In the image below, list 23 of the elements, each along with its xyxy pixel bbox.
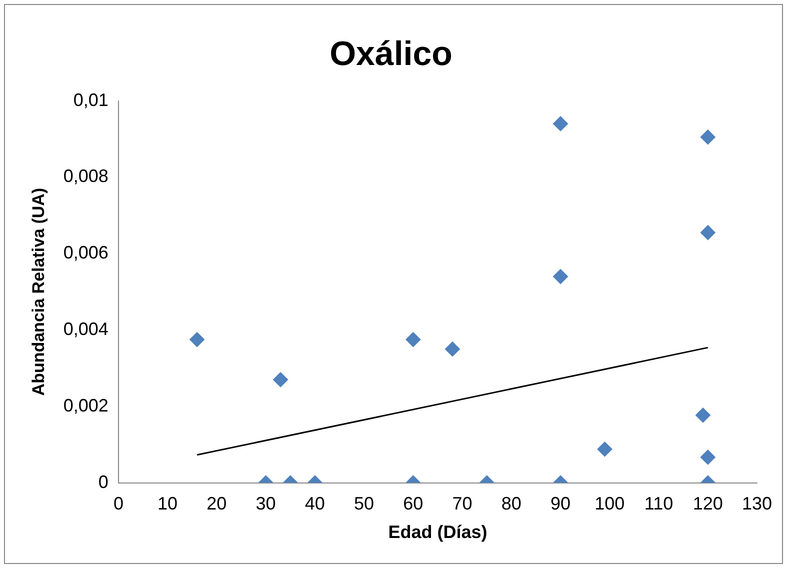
y-tick-label: 0,002 xyxy=(63,395,108,416)
x-tick-label: 30 xyxy=(256,494,276,514)
x-tick-label: 50 xyxy=(354,494,374,514)
x-tick-label: 60 xyxy=(403,494,424,514)
x-tick-label: 40 xyxy=(304,494,325,514)
x-tick-label: 110 xyxy=(644,494,674,514)
x-tick-label: 70 xyxy=(452,494,472,514)
x-tick-label: 20 xyxy=(206,494,227,514)
x-axis-title: Edad (Días) xyxy=(388,522,488,542)
y-tick-label: 0,006 xyxy=(63,242,108,263)
x-tick-label: 130 xyxy=(742,494,772,514)
x-tick-label: 80 xyxy=(501,494,522,514)
chart-title: Oxálico xyxy=(330,34,452,73)
x-tick-label: 0 xyxy=(113,494,124,514)
y-axis-title: Abundancia Relativa (UA) xyxy=(28,188,48,396)
y-tick-label: 0 xyxy=(98,472,108,492)
x-tick-label: 90 xyxy=(550,494,571,514)
x-tick-label: 10 xyxy=(158,494,178,514)
y-tick-label: 0,01 xyxy=(73,90,108,110)
y-tick-label: 0,008 xyxy=(63,166,108,186)
x-tick-label: 120 xyxy=(692,494,723,514)
x-tick-label: 100 xyxy=(594,494,625,514)
y-tick-label: 0,004 xyxy=(63,318,108,339)
